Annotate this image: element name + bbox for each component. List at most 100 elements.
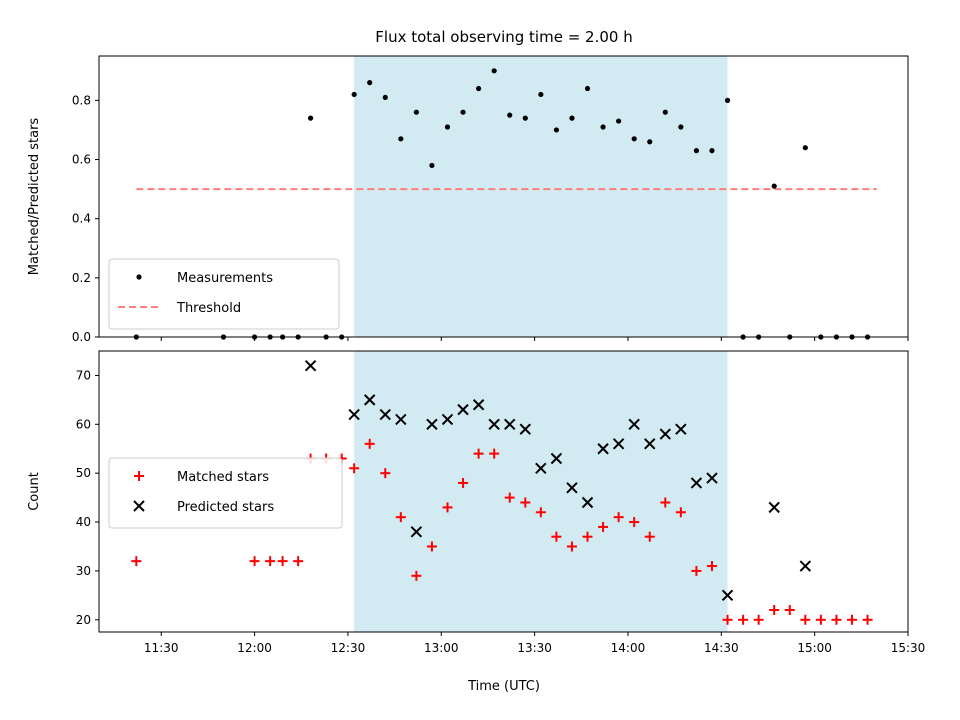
data-point (566, 482, 578, 494)
data-point (693, 148, 700, 154)
data-point (398, 136, 404, 142)
data-point (441, 413, 454, 426)
data-point-d2 (519, 423, 531, 435)
data-point (722, 614, 733, 625)
data-point (476, 85, 482, 92)
data-point-shape (307, 115, 314, 121)
legend-swatch (136, 274, 142, 280)
y-axis-label: Matched/Predicted stars (27, 118, 42, 276)
data-point (426, 418, 438, 431)
data-point (612, 438, 625, 450)
data-point-d2 (675, 423, 687, 435)
data-point (522, 115, 528, 121)
data-point-shape (802, 145, 808, 151)
legend-swatch (133, 500, 145, 512)
data-point (815, 614, 826, 625)
x-tick-label: 15:30 (891, 641, 926, 655)
data-point-shape (429, 162, 435, 169)
data-point (307, 115, 314, 121)
data-point-shape (382, 94, 388, 101)
data-point (769, 605, 780, 616)
data-point (566, 541, 577, 552)
data-point-shape (491, 68, 497, 74)
data-point (367, 80, 373, 86)
x-tick-label: 12:30 (331, 641, 366, 655)
data-point (738, 614, 749, 625)
legend-box (108, 258, 340, 330)
y-tick-label: 60 (76, 417, 91, 431)
y-tick-label: 0.8 (72, 93, 91, 107)
data-point (600, 124, 606, 130)
data-point (690, 477, 703, 489)
data-point-d2 (504, 418, 516, 431)
data-point (348, 408, 360, 421)
data-point-shape (367, 80, 373, 86)
data-point-d2 (457, 403, 469, 416)
data-point-d2 (441, 413, 454, 426)
data-point (771, 183, 777, 189)
y-tick-label: 50 (76, 466, 91, 480)
data-point-d2 (426, 418, 438, 431)
data-point (706, 472, 718, 484)
legend-label: Threshold (176, 301, 241, 316)
data-point-shape (662, 109, 668, 115)
data-point-d2 (706, 472, 718, 484)
legend-swatch-shape (136, 274, 142, 280)
y-tick-label: 0.0 (72, 330, 91, 344)
data-point-d2 (566, 482, 578, 494)
x-tick-label: 15:00 (797, 641, 832, 655)
plot-frame (98, 350, 909, 633)
data-point (426, 541, 437, 552)
data-point (551, 531, 562, 542)
data-point (504, 418, 516, 431)
data-point (277, 556, 288, 567)
data-point-shape (616, 118, 622, 124)
data-point (644, 531, 655, 542)
data-point (691, 565, 702, 576)
data-point-d2 (488, 418, 500, 431)
legend-swatch (134, 471, 144, 481)
data-point-shape (413, 109, 419, 115)
series-predicted-stars (304, 359, 812, 602)
data-point (724, 97, 731, 103)
data-point (598, 521, 609, 532)
data-point-d2 (472, 399, 485, 411)
data-point (379, 408, 391, 421)
data-point-d2 (690, 477, 703, 489)
data-point (411, 570, 422, 581)
data-point (613, 512, 624, 523)
data-point (644, 438, 656, 450)
data-point (249, 556, 260, 567)
data-point (678, 124, 684, 130)
data-point-d2 (410, 526, 423, 538)
y-tick-label: 70 (76, 368, 91, 382)
legend-box (108, 457, 343, 529)
series-matched-stars (131, 438, 873, 625)
data-point-shape (476, 85, 482, 92)
data-point (364, 438, 375, 449)
data-point-shape (553, 127, 559, 133)
data-point (675, 507, 686, 518)
data-point (349, 463, 360, 474)
data-point-d2 (799, 560, 812, 572)
observing-window-span (354, 351, 728, 632)
legend-label: Matched stars (177, 470, 269, 485)
legend-label: Measurements (177, 271, 273, 286)
data-point (520, 497, 531, 508)
data-point (363, 394, 376, 406)
data-point-d2 (581, 496, 594, 509)
data-point-d2 (379, 408, 391, 421)
data-point (507, 112, 513, 118)
count-panel: 20 30 40 50 60 70 11:30 12:00 12:30 13:00 13:30 14:… (27, 350, 926, 655)
data-point (395, 413, 407, 426)
data-point (706, 561, 717, 572)
data-point (382, 94, 388, 101)
data-point (753, 614, 764, 625)
data-point (629, 517, 640, 528)
x-tick-label: 14:00 (611, 641, 646, 655)
data-point (584, 85, 591, 92)
data-point (473, 448, 484, 459)
x-tick-label: 13:00 (424, 641, 459, 655)
data-point (553, 127, 559, 133)
